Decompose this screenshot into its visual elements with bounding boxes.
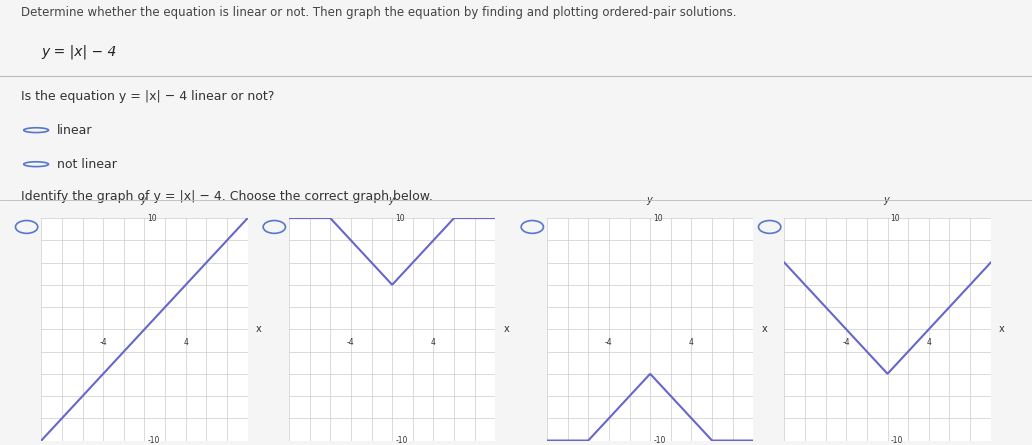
Text: $\mathit{y}$: $\mathit{y}$ (140, 195, 149, 207)
Text: 10: 10 (891, 214, 900, 222)
Text: A.: A. (50, 220, 64, 234)
Text: 10: 10 (148, 214, 157, 222)
Text: x: x (999, 324, 1005, 334)
Text: 10: 10 (395, 214, 405, 222)
Text: $\mathit{y}$: $\mathit{y}$ (646, 195, 654, 207)
Text: -4: -4 (347, 338, 355, 347)
Text: -4: -4 (842, 338, 850, 347)
Text: B.: B. (297, 220, 312, 234)
Text: 4: 4 (184, 338, 188, 347)
Text: x: x (504, 324, 510, 334)
Text: y = |x| − 4: y = |x| − 4 (41, 44, 117, 59)
Text: $\mathit{y}$: $\mathit{y}$ (883, 195, 892, 207)
Text: D.: D. (793, 220, 808, 234)
Text: Determine whether the equation is linear or not. Then graph the equation by find: Determine whether the equation is linear… (21, 6, 736, 19)
Text: -10: -10 (891, 436, 903, 445)
Text: 4: 4 (431, 338, 436, 347)
Text: x: x (762, 324, 768, 334)
Text: 4: 4 (927, 338, 931, 347)
Text: -4: -4 (99, 338, 107, 347)
Text: $\mathit{y}$: $\mathit{y}$ (388, 195, 396, 207)
Text: -4: -4 (605, 338, 613, 347)
Text: not linear: not linear (57, 158, 117, 171)
Text: -10: -10 (653, 436, 666, 445)
Text: 10: 10 (653, 214, 663, 222)
Text: x: x (256, 324, 262, 334)
Text: C.: C. (555, 220, 569, 234)
Text: Is the equation y = |x| − 4 linear or not?: Is the equation y = |x| − 4 linear or no… (21, 90, 275, 103)
Text: -10: -10 (148, 436, 160, 445)
Text: linear: linear (57, 124, 92, 137)
Text: 4: 4 (689, 338, 694, 347)
Text: Identify the graph of y = |x| − 4. Choose the correct graph below.: Identify the graph of y = |x| − 4. Choos… (21, 190, 432, 203)
Text: -10: -10 (395, 436, 408, 445)
